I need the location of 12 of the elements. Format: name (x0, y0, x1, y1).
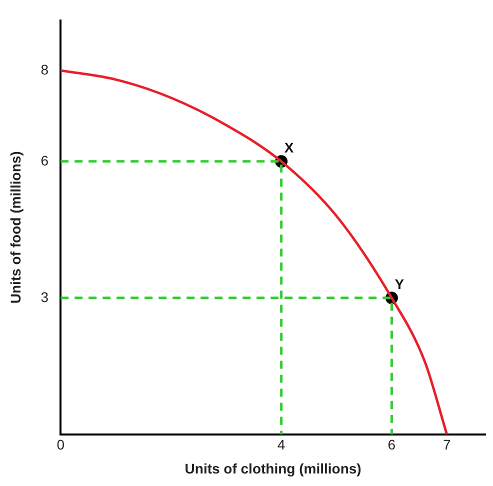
y-axis-title: Units of food (millions) (7, 151, 24, 304)
annotation: Y (394, 276, 405, 292)
y-tick-label: 3 (40, 288, 49, 305)
x-tick-label: 7 (442, 436, 451, 453)
x-axis-title: Units of clothing (millions) (184, 460, 362, 476)
annotation: X (284, 139, 294, 156)
y-tick-label: 8 (40, 61, 49, 78)
y-tick-label: 6 (40, 152, 49, 168)
line-series (60, 69, 448, 434)
x-tick-label: 6 (388, 436, 396, 453)
x-tick-label: 4 (277, 436, 286, 453)
x-tick-label: 0 (56, 436, 65, 453)
